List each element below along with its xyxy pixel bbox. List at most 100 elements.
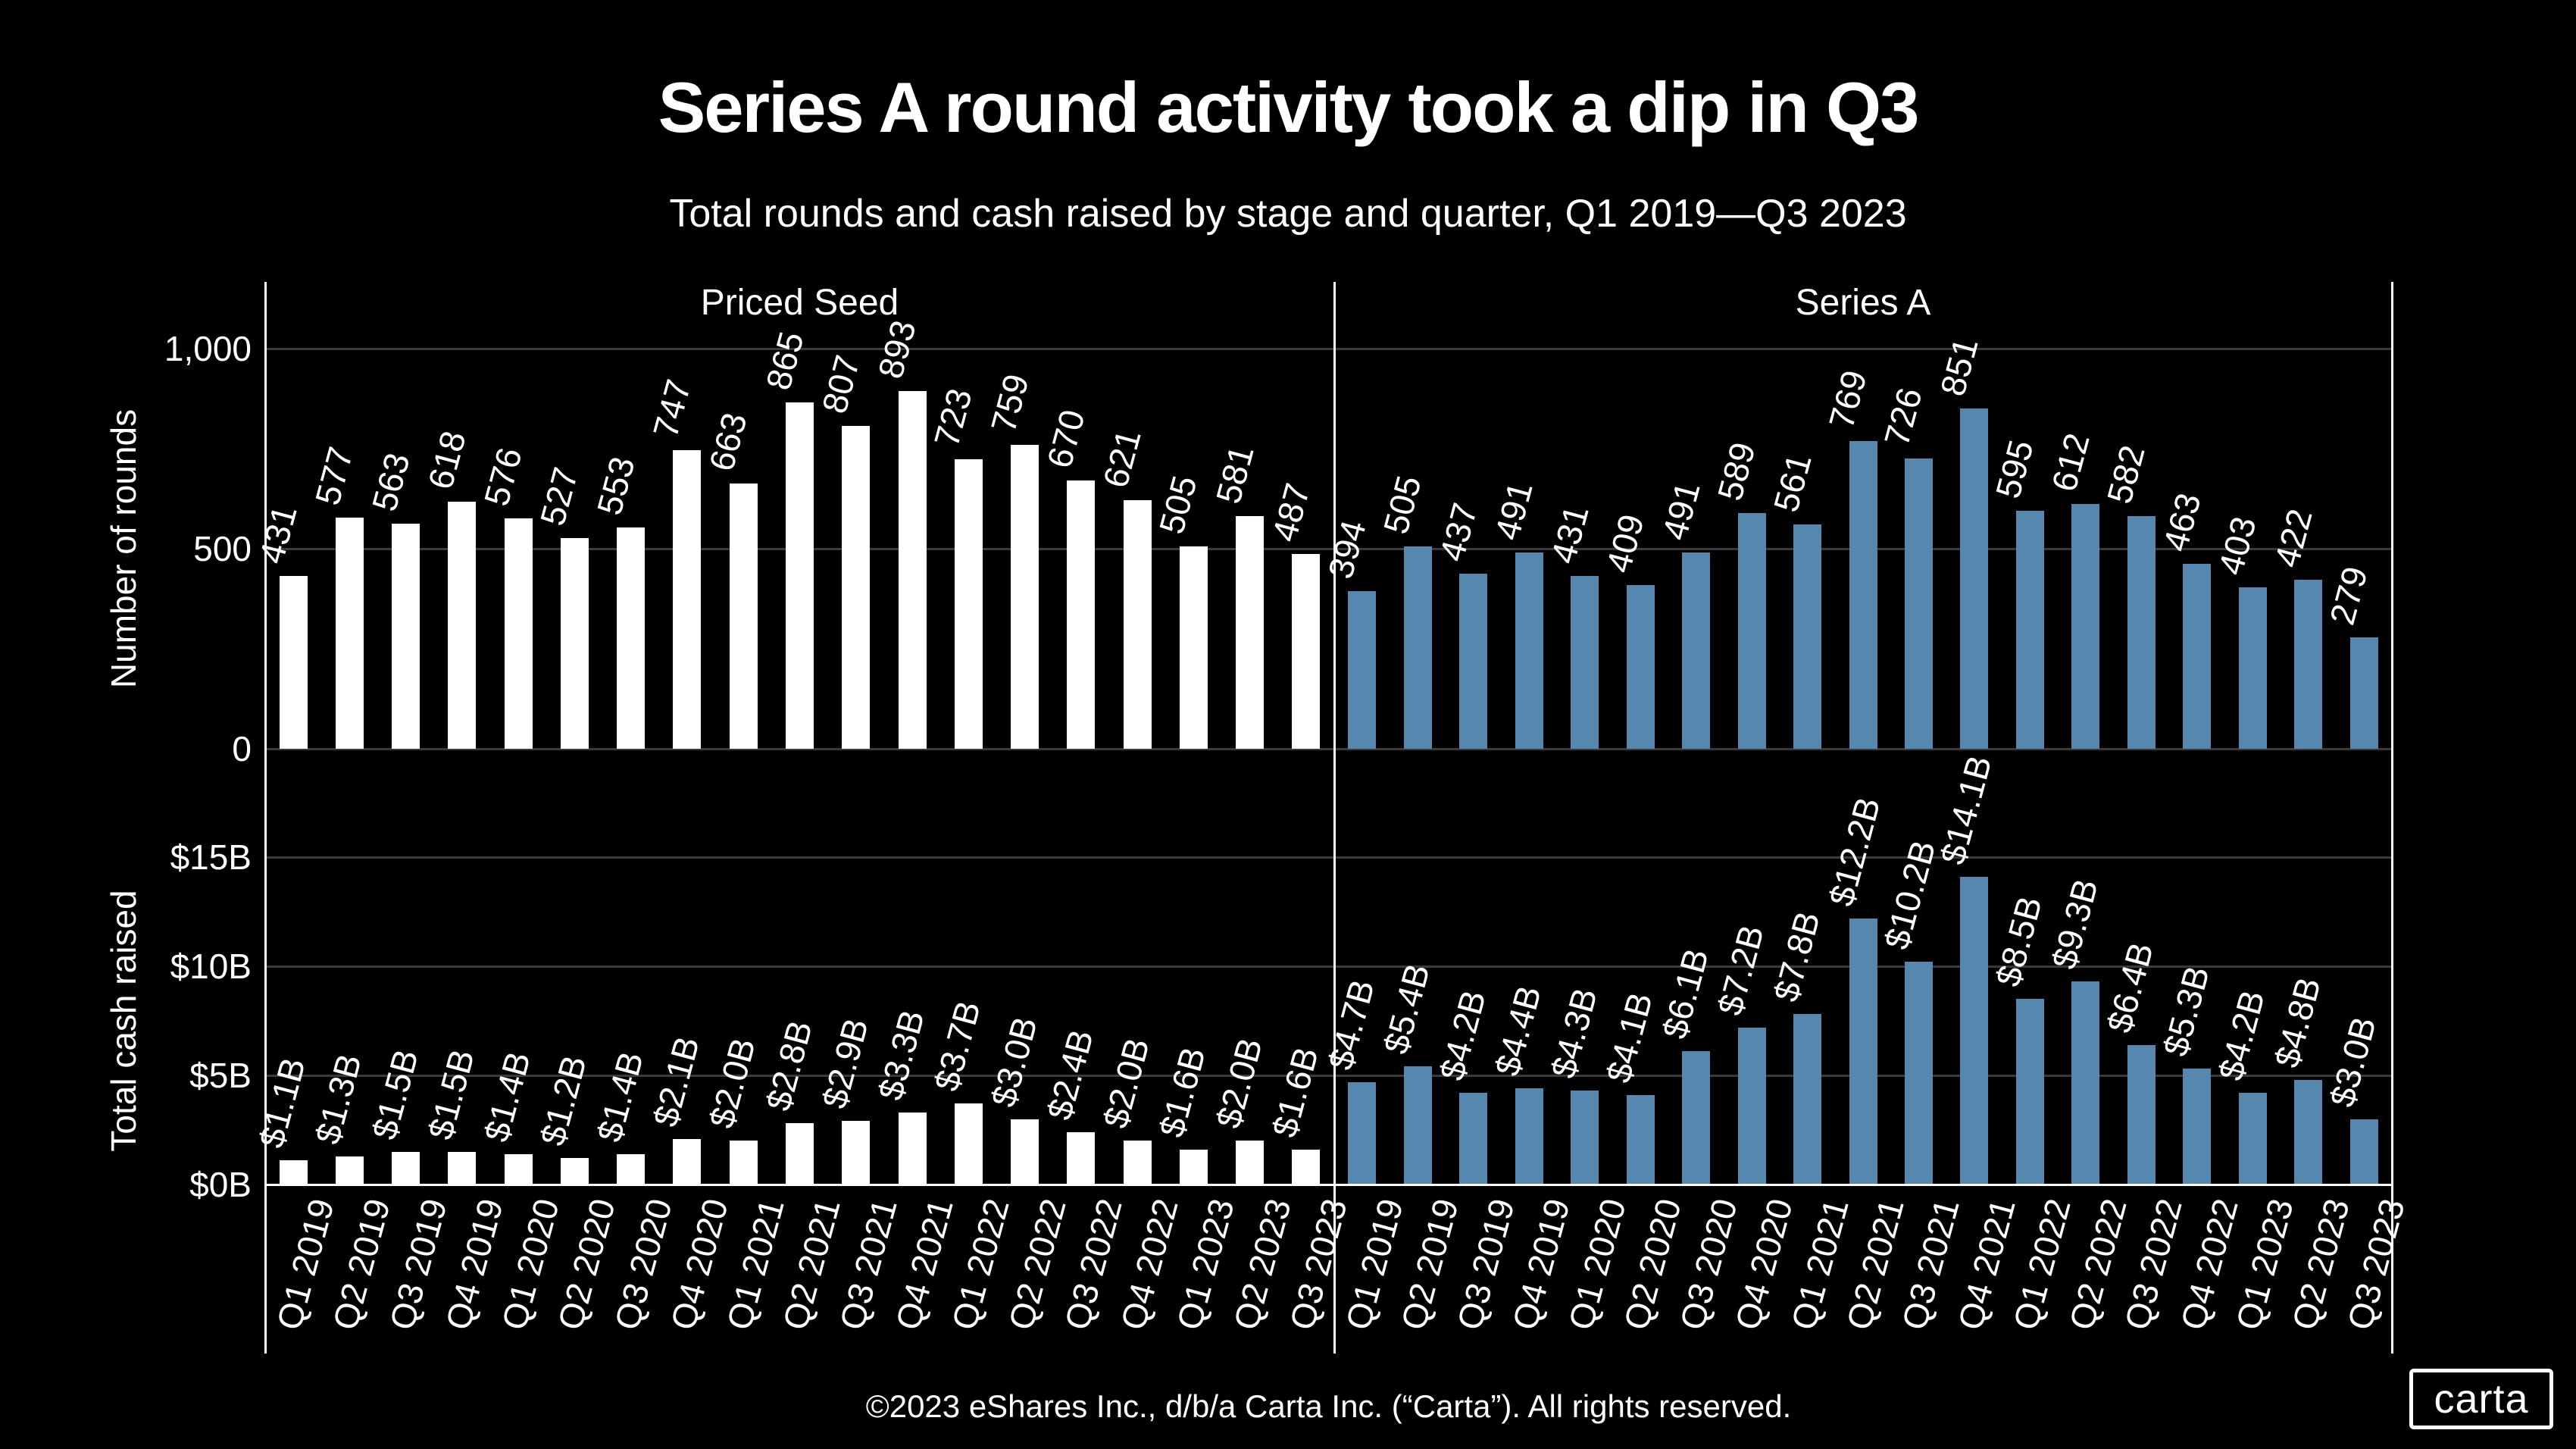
bar-value-label: $2.0B xyxy=(1095,1034,1158,1132)
bar xyxy=(280,576,308,749)
bar xyxy=(955,1103,983,1185)
bar-value-label: 595 xyxy=(1987,436,2041,502)
bar xyxy=(617,527,645,749)
bar xyxy=(392,524,420,749)
page-title: Series A round activity took a dip in Q3 xyxy=(658,67,1920,147)
bar-value-label: 409 xyxy=(1598,510,1652,577)
y-tick-label: $0B xyxy=(189,1165,252,1204)
bar xyxy=(673,450,701,749)
bar xyxy=(1459,1093,1487,1185)
bar xyxy=(1124,500,1152,749)
bar-value-label: $2.8B xyxy=(758,1016,821,1115)
bar-value-label: $4.4B xyxy=(1487,981,1549,1080)
bar xyxy=(1348,591,1376,749)
bar xyxy=(2350,1119,2378,1185)
bar-value-label: 403 xyxy=(2210,512,2264,579)
bar-value-label: $2.9B xyxy=(814,1014,877,1113)
bar-value-label: $7.8B xyxy=(1765,907,1828,1006)
bar xyxy=(1849,919,1877,1185)
bar xyxy=(786,1123,814,1185)
bar-value-label: $1.2B xyxy=(532,1051,595,1150)
bar-value-label: 769 xyxy=(1821,366,1874,433)
bar-value-label: 865 xyxy=(758,327,811,394)
gridline xyxy=(265,1075,2392,1077)
gridline xyxy=(265,748,2392,750)
bar xyxy=(1793,1014,1821,1185)
bar xyxy=(1571,576,1599,749)
bar xyxy=(2183,1069,2211,1185)
bar-value-label: 582 xyxy=(2099,441,2152,508)
footer-copyright: ©2023 eShares Inc., d/b/a Carta Inc. (“C… xyxy=(865,1388,1792,1424)
panel-title-series-a: Series A xyxy=(1795,283,1931,323)
bar-value-label: 553 xyxy=(589,452,642,519)
bar xyxy=(2294,580,2322,749)
bar-value-label: $3.0B xyxy=(2321,1012,2384,1111)
bar xyxy=(505,518,533,749)
bar xyxy=(448,1152,476,1185)
bar xyxy=(1682,552,1710,749)
bar xyxy=(1292,554,1320,749)
bar xyxy=(1067,480,1095,749)
bar-value-label: 747 xyxy=(645,375,699,442)
gridline xyxy=(265,348,2392,350)
bar-value-label: $4.1B xyxy=(1598,988,1661,1087)
bar xyxy=(786,402,814,749)
bar xyxy=(392,1152,420,1185)
bar xyxy=(561,538,589,749)
bar-value-label: 589 xyxy=(1709,438,1763,505)
bar-value-label: $7.2B xyxy=(1709,921,1772,1019)
bar xyxy=(1404,546,1432,749)
bar xyxy=(842,1121,870,1185)
bar-value-label: $3.0B xyxy=(983,1012,1046,1111)
bar xyxy=(2183,564,2211,749)
bar-value-label: 487 xyxy=(1264,479,1318,546)
bar xyxy=(336,518,364,749)
bar-value-label: $1.1B xyxy=(251,1053,314,1152)
bar-value-label: $4.2B xyxy=(1431,986,1494,1084)
panel-spine-left xyxy=(264,282,267,1354)
bar xyxy=(1011,445,1039,749)
bar-value-label: 759 xyxy=(983,370,1036,437)
bar xyxy=(1515,552,1543,749)
bar-value-label: $12.2B xyxy=(1821,793,1888,910)
bar xyxy=(280,1160,308,1185)
bar-value-label: 561 xyxy=(1765,449,1819,516)
bar xyxy=(2239,587,2267,749)
gridline xyxy=(265,548,2392,550)
bar xyxy=(1849,441,1877,749)
bar xyxy=(2294,1080,2322,1185)
bar-value-label: $10.2B xyxy=(1876,836,1943,953)
bar-value-label: $2.4B xyxy=(1039,1025,1102,1124)
bar-value-label: 612 xyxy=(2043,429,2097,496)
bar-value-label: $1.5B xyxy=(364,1045,427,1144)
bar xyxy=(2350,637,2378,749)
bar xyxy=(730,1141,758,1185)
bar xyxy=(2127,1045,2156,1185)
bar xyxy=(1515,1088,1543,1185)
gridline xyxy=(265,1184,2392,1186)
bar xyxy=(1627,585,1655,749)
panel-title-priced-seed: Priced Seed xyxy=(700,283,899,323)
bar xyxy=(1236,1141,1264,1185)
bar-value-label: $2.0B xyxy=(701,1034,764,1132)
bar xyxy=(1404,1066,1432,1185)
bar-value-label: 491 xyxy=(1487,477,1540,544)
bar xyxy=(2071,981,2099,1185)
carta-logo: carta xyxy=(2409,1369,2553,1429)
bar xyxy=(899,1113,927,1185)
bar-value-label: 491 xyxy=(1654,477,1708,544)
bar-value-label: 807 xyxy=(814,351,868,418)
bar xyxy=(336,1156,364,1185)
bar-value-label: 563 xyxy=(364,449,417,515)
bar-value-label: $1.4B xyxy=(589,1047,652,1146)
bar-value-label: $4.2B xyxy=(2210,986,2273,1084)
bar-value-label: $2.1B xyxy=(645,1032,708,1131)
bar xyxy=(1793,524,1821,749)
bar-value-label: 394 xyxy=(1320,516,1374,583)
bar xyxy=(1124,1141,1152,1185)
bar xyxy=(1905,458,1933,749)
bar xyxy=(1738,1028,1766,1185)
bar-value-label: $5.4B xyxy=(1375,959,1438,1058)
bar xyxy=(448,502,476,749)
